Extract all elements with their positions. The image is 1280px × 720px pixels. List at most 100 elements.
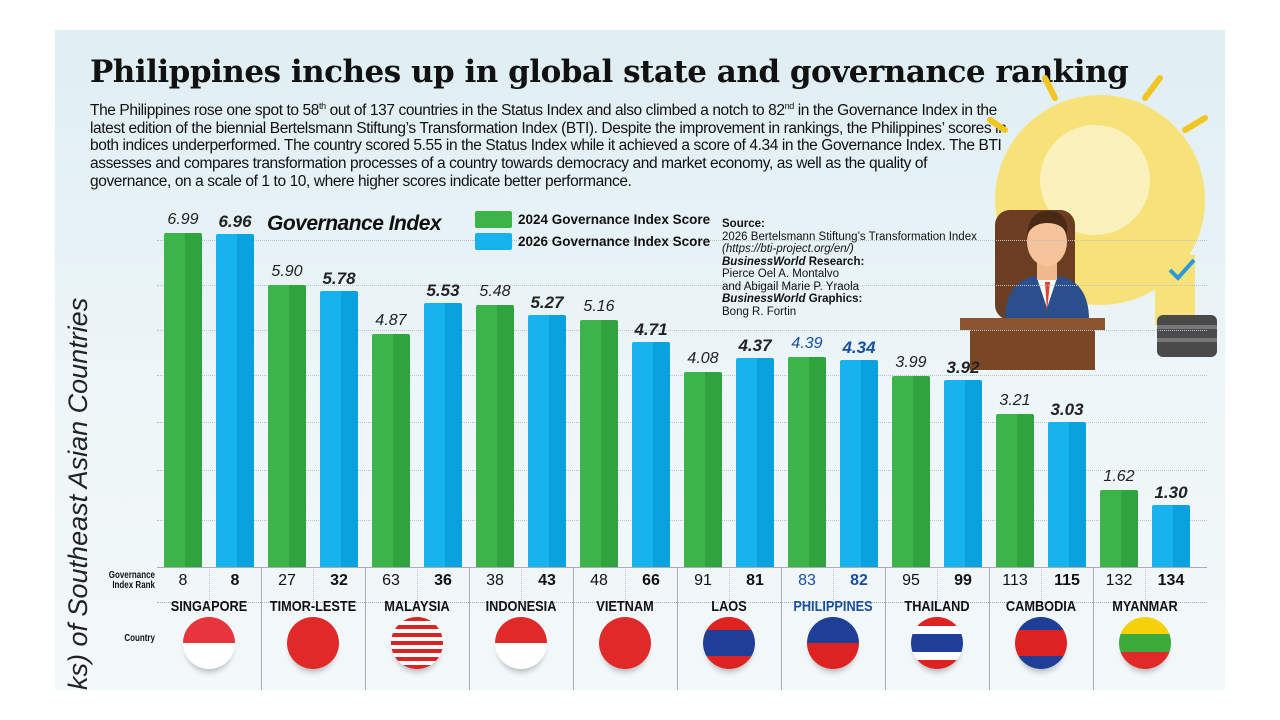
flag-indonesia-icon	[495, 617, 547, 669]
y-axis-label: ks) of Southeast Asian Countries	[63, 297, 93, 690]
rank-2026: 82	[850, 572, 868, 589]
flag-philippines-icon	[807, 617, 859, 669]
desk-icon	[960, 318, 1105, 330]
lightbulb-businessman-illustration	[960, 75, 1217, 370]
gridline	[157, 520, 1207, 521]
bar-laos-2024	[684, 371, 722, 567]
source-label: Source:	[722, 218, 765, 230]
rank-divider	[833, 567, 834, 602]
group-divider	[989, 567, 990, 690]
rank-2026: 36	[434, 572, 452, 589]
rank-row-label: Governance Index Rank	[108, 570, 155, 591]
value-label: 3.21	[999, 391, 1031, 409]
gridline	[157, 470, 1207, 471]
bar-philippines-2026	[840, 359, 878, 567]
bar-cambodia-2024	[996, 413, 1034, 567]
group-divider	[261, 567, 262, 690]
rank-2024: 132	[1105, 572, 1133, 589]
bar-myanmar-2024	[1100, 489, 1138, 567]
flag-thailand-icon	[911, 617, 963, 669]
bar-vietnam-2024	[580, 320, 618, 567]
rank-2026: 66	[642, 572, 660, 589]
value-label: 5.27	[530, 293, 564, 313]
rank-divider	[209, 567, 210, 602]
bar-malaysia-2026	[424, 302, 462, 567]
country-name: SINGAPORE	[170, 598, 248, 615]
gridline	[157, 422, 1207, 423]
value-label: 6.96	[218, 212, 252, 232]
rank-2026: 115	[1054, 572, 1080, 589]
rank-divider	[313, 567, 314, 602]
value-label: 1.62	[1103, 467, 1135, 485]
bar-singapore-2024	[164, 232, 202, 567]
country-name: PHILIPPINES	[793, 598, 873, 615]
rank-divider	[1145, 567, 1146, 602]
rank-2024: 48	[590, 572, 608, 589]
rank-divider	[521, 567, 522, 602]
ordinal: th	[319, 101, 326, 111]
rank-2024: 91	[694, 572, 712, 589]
intro-part: The Philippines rose one spot to 58	[90, 102, 319, 120]
bar-timor-leste-2026	[320, 290, 358, 567]
value-label: 4.37	[738, 336, 772, 356]
value-label: 4.39	[791, 335, 823, 353]
infographic: Philippines inches up in global state an…	[55, 30, 1225, 690]
intro-part: out of 137 countries in the Status Index…	[325, 102, 785, 120]
country-name: LAOS	[711, 598, 747, 615]
country-name: MALAYSIA	[384, 598, 450, 615]
source-url[interactable]: (https://bti-project.org/en/)	[722, 243, 854, 255]
bar-indonesia-2024	[476, 305, 514, 567]
group-divider	[469, 567, 470, 690]
legend-swatch-blue	[475, 233, 512, 250]
flag-cambodia-icon	[1015, 617, 1067, 669]
rank-2024: 83	[798, 572, 816, 589]
bar-thailand-2024	[892, 376, 930, 567]
group-divider	[677, 567, 678, 690]
flag-timor-leste-icon	[287, 617, 339, 669]
group-divider	[573, 567, 574, 690]
bar-timor-leste-2024	[268, 284, 306, 567]
flag-singapore-icon	[183, 617, 235, 669]
country-name: THAILAND	[904, 598, 970, 615]
value-label: 3.03	[1050, 400, 1084, 420]
group-divider	[1093, 567, 1094, 690]
value-label: 1.30	[1154, 482, 1188, 502]
rank-2026: 43	[538, 572, 556, 589]
flag-vietnam-icon	[599, 617, 651, 669]
bar-philippines-2024	[788, 357, 826, 567]
flag-laos-icon	[703, 617, 755, 669]
group-divider	[885, 567, 886, 690]
bar-laos-2026	[736, 358, 774, 567]
value-label: 4.87	[375, 312, 407, 330]
rank-2024: 63	[382, 572, 400, 589]
legend-label: 2024 Governance Index Score	[518, 212, 711, 227]
research-names: Pierce Oel A. Montalvo	[722, 268, 839, 280]
legend-item-2024: 2024 Governance Index Score	[475, 211, 710, 228]
ordinal: nd	[784, 101, 795, 111]
rank-divider	[729, 567, 730, 602]
group-divider	[365, 567, 366, 690]
intro-part: in the Governance Index in the latest ed…	[90, 102, 1007, 190]
rank-2024: 113	[1002, 572, 1028, 589]
rank-divider	[1041, 567, 1042, 602]
rank-2024: 8	[178, 572, 188, 589]
rank-2026: 32	[330, 572, 348, 589]
value-label: 4.34	[842, 337, 876, 357]
brand: BusinessWorld	[722, 293, 806, 305]
country-name: TIMOR-LESTE	[269, 598, 357, 615]
bar-singapore-2026	[216, 234, 254, 567]
gridline	[157, 285, 1207, 286]
country-name: INDONESIA	[485, 598, 557, 615]
gridline	[157, 240, 1207, 241]
axis-baseline	[157, 567, 1207, 568]
value-label: 4.08	[687, 349, 719, 367]
intro-text: The Philippines rose one spot to 58th ou…	[90, 98, 1010, 190]
group-divider	[781, 567, 782, 690]
country-name: MYANMAR	[1112, 598, 1178, 615]
research-label: Research:	[805, 255, 865, 268]
value-label: 5.90	[271, 262, 303, 280]
bar-malaysia-2024	[372, 334, 410, 567]
flag-malaysia-icon	[391, 617, 443, 669]
rank-2024: 27	[278, 572, 296, 589]
value-label: 5.78	[322, 268, 356, 288]
